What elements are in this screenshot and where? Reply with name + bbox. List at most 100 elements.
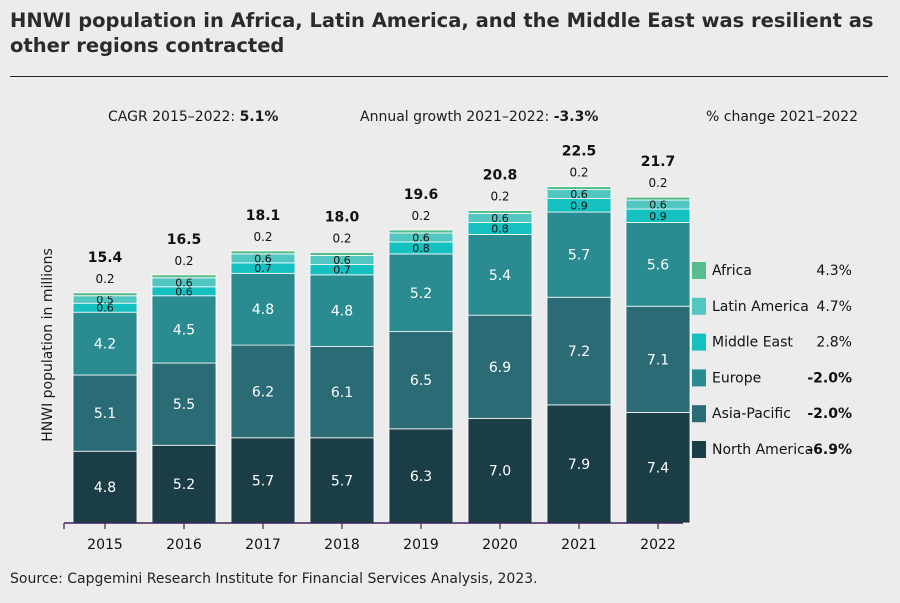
bar-segment-africa [625,196,691,201]
bar-segment-africa [309,252,375,256]
bar-segment-asia-pacific [72,374,138,452]
data-label-asia-pacific: 6.9 [489,360,511,376]
data-label-north-america: 5.7 [252,473,274,489]
bar-segment-asia-pacific [309,346,375,439]
x-tick-label: 2017 [245,537,281,553]
data-label-middle-east: 0.6 [175,285,193,298]
data-label-europe: 4.2 [94,337,116,353]
title-divider [10,76,888,77]
annual-growth-value: -3.3% [553,109,599,125]
bar-total-label: 18.1 [246,208,281,224]
data-label-middle-east: 0.7 [254,262,272,275]
x-tick-label: 2019 [403,537,439,553]
data-label-europe: 5.7 [568,248,590,264]
data-label-north-america: 7.4 [647,461,669,477]
data-label-middle-east: 0.9 [649,210,667,223]
x-tick-label: 2015 [87,537,123,553]
data-label-latin-america: 0.6 [333,254,351,267]
legend-change-latin-america: 4.7% [816,299,852,315]
data-label-north-america: 5.2 [173,477,195,493]
data-label-latin-america: 0.6 [254,252,272,265]
data-label-latin-america: 0.6 [412,231,430,244]
chart-title: HNWI population in Africa, Latin America… [10,9,874,57]
bar-segment-asia-pacific [546,296,612,406]
bar-segment-north-america [625,411,691,524]
bar-segment-africa [230,250,296,255]
data-label-asia-pacific: 5.5 [173,397,195,413]
bar-segment-europe [388,253,454,333]
legend-label-africa: Africa [712,263,752,279]
bar-total-label: 21.7 [641,154,676,170]
legend-label-europe: Europe [712,370,761,386]
legend-change-europe: -2.0% [807,370,852,386]
bar-segment-africa [467,210,533,214]
bar-segment-africa [151,274,217,279]
data-label-africa: 0.2 [648,176,667,190]
data-label-asia-pacific: 7.1 [647,352,669,368]
bar-total-label: 18.0 [325,209,360,225]
legend-swatch-europe [692,369,706,387]
bar-segment-asia-pacific [388,331,454,430]
bar-segment-europe [151,295,217,364]
legend-label-latin-america: Latin America [712,299,809,315]
annual-growth-stat: Annual growth 2021–2022: -3.3% [360,109,598,125]
legend-change-north-america: -6.9% [807,442,852,458]
data-label-middle-east: 0.7 [333,264,351,277]
pct-change-header: % change 2021–2022 [706,109,858,125]
bar-segment-africa [546,186,612,191]
data-label-africa: 0.2 [569,166,588,180]
legend-swatch-latin-america [692,297,706,315]
x-tick-label: 2018 [324,537,360,553]
data-label-africa: 0.2 [490,190,509,204]
legend-change-asia-pacific: -2.0% [807,406,852,422]
bar-segment-europe [625,222,691,307]
x-tick-label: 2020 [482,537,518,553]
data-label-north-america: 6.3 [410,469,432,485]
bar-total-label: 15.4 [88,250,123,266]
data-label-north-america: 5.7 [331,473,353,489]
data-label-europe: 5.2 [410,286,432,302]
data-label-europe: 4.8 [331,304,353,320]
data-label-europe: 5.6 [647,257,669,273]
x-tick-label: 2022 [640,537,676,553]
bar-segment-north-america [467,417,533,524]
bar-segment-north-america [72,450,138,524]
bar-segment-europe [467,234,533,316]
legend-label-asia-pacific: Asia-Pacific [712,406,791,422]
legend-swatch-africa [692,262,706,279]
data-label-middle-east: 0.9 [570,199,588,212]
data-label-africa: 0.2 [253,230,272,244]
data-label-asia-pacific: 5.1 [94,406,116,422]
data-label-europe: 4.8 [252,302,274,318]
data-label-latin-america: 0.6 [570,188,588,201]
data-label-middle-east: 0.8 [412,242,430,255]
bar-segment-north-america [388,428,454,524]
annual-growth-label: Annual growth 2021–2022: [360,109,554,125]
data-label-latin-america: 0.6 [491,212,509,225]
data-label-middle-east: 0.8 [491,222,509,235]
data-label-north-america: 4.8 [94,480,116,496]
data-label-europe: 5.4 [489,268,511,284]
legend-change-middle-east: 2.8% [816,335,852,351]
bar-segment-europe [309,274,375,347]
data-label-asia-pacific: 6.1 [331,385,353,401]
data-label-asia-pacific: 6.2 [252,384,274,400]
x-tick-label: 2021 [561,537,597,553]
source-note: Source: Capgemini Research Institute for… [10,571,538,587]
cagr-value: 5.1% [239,109,279,125]
data-label-north-america: 7.0 [489,464,511,480]
bar-total-label: 20.8 [483,168,518,184]
y-axis-label: HNWI population in millions [40,248,56,442]
legend-label-north-america: North America [712,442,813,458]
data-label-latin-america: 0.5 [96,293,114,306]
data-label-africa: 0.2 [332,231,351,245]
legend-swatch-asia-pacific [692,405,706,423]
bar-segment-africa [388,229,454,234]
bar-segment-europe [546,211,612,298]
bar-total-label: 16.5 [167,232,202,248]
data-label-middle-east: 0.6 [96,302,114,315]
data-label-africa: 0.2 [411,209,430,223]
bar-segment-asia-pacific [151,362,217,446]
data-label-latin-america: 0.6 [649,199,667,212]
